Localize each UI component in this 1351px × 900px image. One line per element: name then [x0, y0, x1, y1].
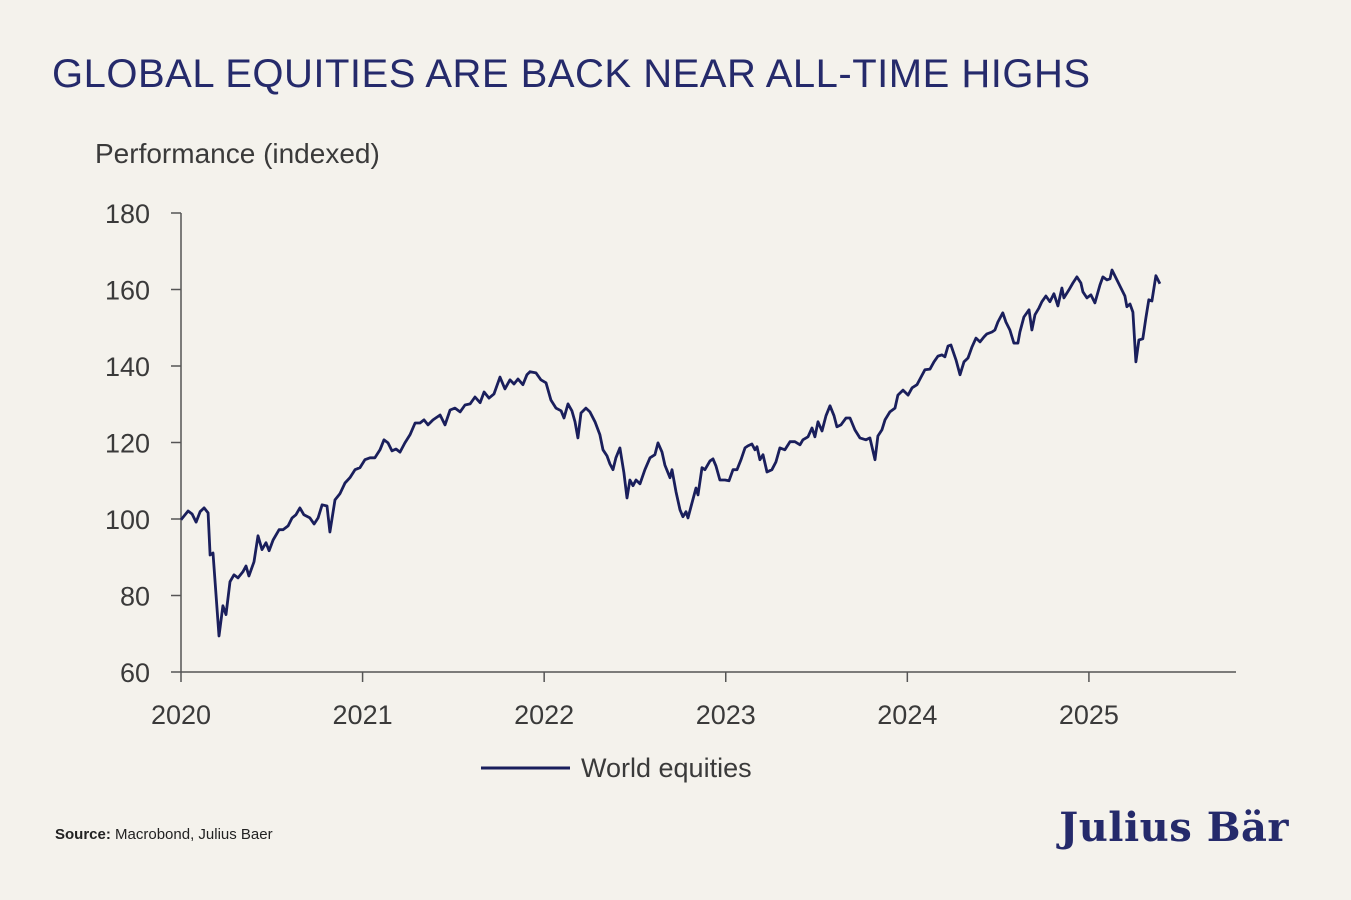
- y-tick-label: 60: [120, 658, 150, 688]
- x-tick-label: 2022: [514, 700, 574, 730]
- y-tick-label: 120: [105, 429, 150, 459]
- y-tick-label: 140: [105, 352, 150, 382]
- x-tick-label: 2024: [877, 700, 937, 730]
- y-axis-label: Performance (indexed): [95, 138, 380, 169]
- series-line-world-equities: [179, 268, 1162, 638]
- x-tick-label: 2021: [333, 700, 393, 730]
- x-tick-label: 2020: [151, 700, 211, 730]
- y-tick-label: 100: [105, 505, 150, 535]
- julius-baer-logo: Julius Bär: [1059, 804, 1289, 851]
- x-tick-label: 2023: [696, 700, 756, 730]
- x-tick-label: 2025: [1059, 700, 1119, 730]
- legend-label: World equities: [581, 753, 752, 783]
- source-note: Source: Macrobond, Julius Baer: [55, 826, 273, 843]
- y-tick-label: 80: [120, 582, 150, 612]
- chart-title: GLOBAL EQUITIES ARE BACK NEAR ALL-TIME H…: [52, 52, 1091, 96]
- source-text: Macrobond, Julius Baer: [115, 826, 273, 843]
- y-tick-label: 180: [105, 199, 150, 229]
- y-tick-label: 160: [105, 276, 150, 306]
- source-label: Source:: [55, 826, 111, 843]
